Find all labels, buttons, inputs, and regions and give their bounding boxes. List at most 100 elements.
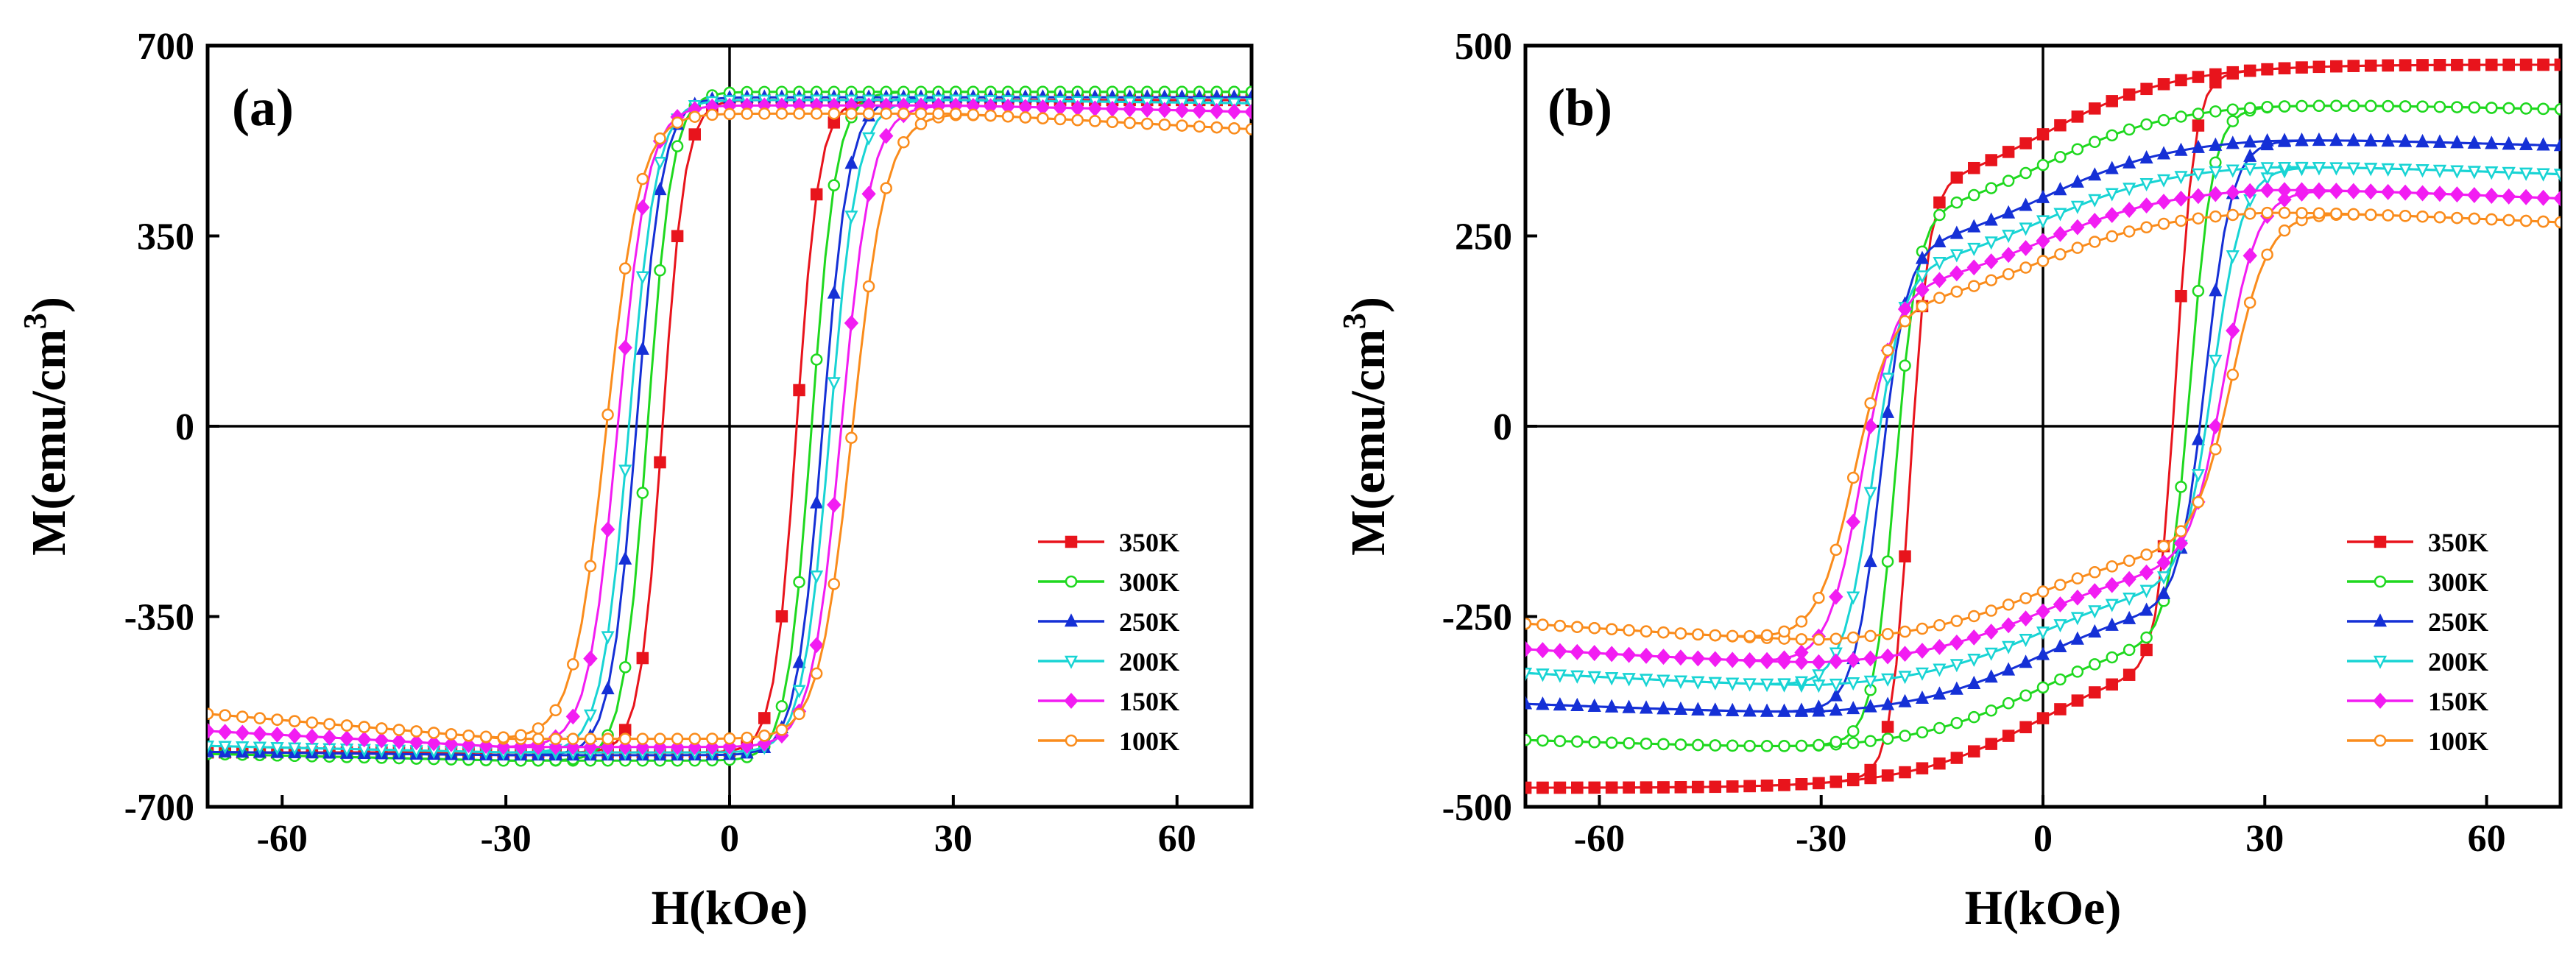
curve-area-a (208, 85, 1252, 767)
data-point-250K (1984, 212, 1998, 226)
data-point-250K (2295, 133, 2309, 146)
data-point-200K (2226, 250, 2240, 264)
data-point-350K (2433, 59, 2446, 71)
data-point-100K (897, 135, 910, 149)
data-point-100K (253, 712, 267, 724)
data-point-300K (2019, 166, 2032, 180)
data-point-350K (2157, 78, 2170, 91)
data-point-300K (2485, 102, 2498, 114)
data-point-200K (601, 631, 615, 645)
data-point-300K (2106, 129, 2118, 142)
data-point-200K (2139, 585, 2153, 598)
data-point-100K (567, 658, 579, 671)
data-point-300K (1985, 704, 1997, 717)
data-point-250K (2312, 132, 2326, 146)
data-point-350K (2554, 58, 2561, 71)
x-tick-label-a: 60 (1158, 818, 1196, 860)
data-point-300K (2106, 651, 2118, 664)
data-point-100K (549, 704, 562, 717)
data-point-200K (2191, 168, 2205, 182)
y-tick-label-a: 700 (137, 26, 194, 68)
legend-marker (1065, 734, 1078, 747)
data-point-100K (1588, 621, 1601, 635)
data-point-100K (2399, 210, 2412, 222)
data-point-350K (1674, 781, 1687, 794)
data-point-150K (2398, 184, 2413, 201)
data-point-250K (2002, 205, 2016, 219)
x-axis-label-b: H(kOe) (1965, 881, 2122, 935)
data-point-150K (2208, 186, 2223, 202)
data-point-150K (2294, 182, 2309, 199)
data-point-350K (671, 230, 684, 242)
panel-a: -60 -30 0 30 60 -700 -350 0 350 700 (a) H(kOe) M(… (17, 26, 1254, 935)
data-point-350K (636, 651, 649, 665)
data-point-350K (2502, 58, 2515, 71)
data-point-100K (1881, 344, 1894, 357)
data-point-200K (1812, 669, 1826, 683)
data-point-350K (2054, 703, 2067, 716)
data-point-250K (2122, 155, 2136, 169)
data-point-150K (2036, 233, 2050, 250)
data-point-100K (445, 728, 458, 741)
y-axis-label-close-a: ) (22, 297, 76, 313)
data-point-100K (2071, 241, 2084, 254)
data-point-250K (2036, 189, 2050, 203)
legend-item-100K: 100K (2347, 727, 2488, 756)
data-point-150K (2191, 188, 2206, 205)
data-point-350K (2537, 58, 2549, 71)
data-point-100K (2002, 268, 2015, 280)
data-point-300K (2502, 102, 2515, 115)
y-tick-label-b: 500 (1455, 26, 1512, 68)
data-point-250K (792, 654, 806, 668)
data-point-100K (741, 107, 753, 120)
data-point-300K (2122, 643, 2136, 657)
data-point-100K (2278, 206, 2291, 219)
data-point-100K (758, 730, 771, 742)
data-point-250K (2364, 133, 2378, 146)
data-point-200K (2002, 230, 2016, 244)
data-point-100K (1795, 633, 1808, 646)
data-point-150K (1966, 629, 1981, 646)
data-point-350K (1846, 772, 1860, 785)
data-point-350K (1950, 172, 1963, 184)
data-point-250K (1863, 699, 1877, 713)
data-point-300K (2054, 150, 2067, 163)
data-point-200K (2536, 168, 2550, 182)
data-point-350K (758, 712, 771, 724)
data-point-200K (253, 741, 267, 755)
data-point-100K (758, 107, 771, 120)
data-point-100K (1623, 624, 1635, 637)
data-point-100K (306, 716, 319, 729)
data-point-100K (2122, 554, 2136, 568)
data-point-200K (2122, 592, 2136, 607)
data-point-250K (2157, 146, 2171, 160)
x-tick-label-b: 0 (2033, 818, 2053, 860)
data-point-150K (2553, 190, 2561, 207)
data-point-100K (1553, 619, 1567, 632)
data-point-100K (654, 132, 666, 145)
data-point-350K (1588, 781, 1601, 794)
data-point-300K (1968, 188, 1980, 202)
data-point-350K (1933, 196, 1946, 209)
data-point-250K (2070, 631, 2084, 645)
data-point-200K (1949, 659, 1963, 673)
data-point-300K (1950, 196, 1963, 209)
data-point-250K (2053, 638, 2067, 653)
data-point-200K (1794, 676, 1808, 690)
data-point-150K (879, 127, 894, 144)
ticks-b: -60 -30 0 30 60 -500 -250 0 250 500 (1442, 26, 2506, 860)
data-point-100K (2019, 592, 2032, 604)
data-point-150K (618, 339, 632, 356)
data-point-300K (793, 576, 805, 588)
data-point-100K (1019, 111, 1032, 124)
data-point-250K (2432, 134, 2446, 148)
data-point-150K (827, 496, 841, 513)
data-point-150K (444, 735, 459, 752)
data-point-100K (288, 715, 301, 727)
data-point-150K (1122, 101, 1137, 118)
data-point-300K (1846, 736, 1860, 749)
legend-label: 100K (1119, 727, 1179, 756)
data-point-300K (2036, 158, 2050, 172)
data-point-250K (1949, 225, 1963, 239)
data-point-150K (2173, 190, 2189, 207)
